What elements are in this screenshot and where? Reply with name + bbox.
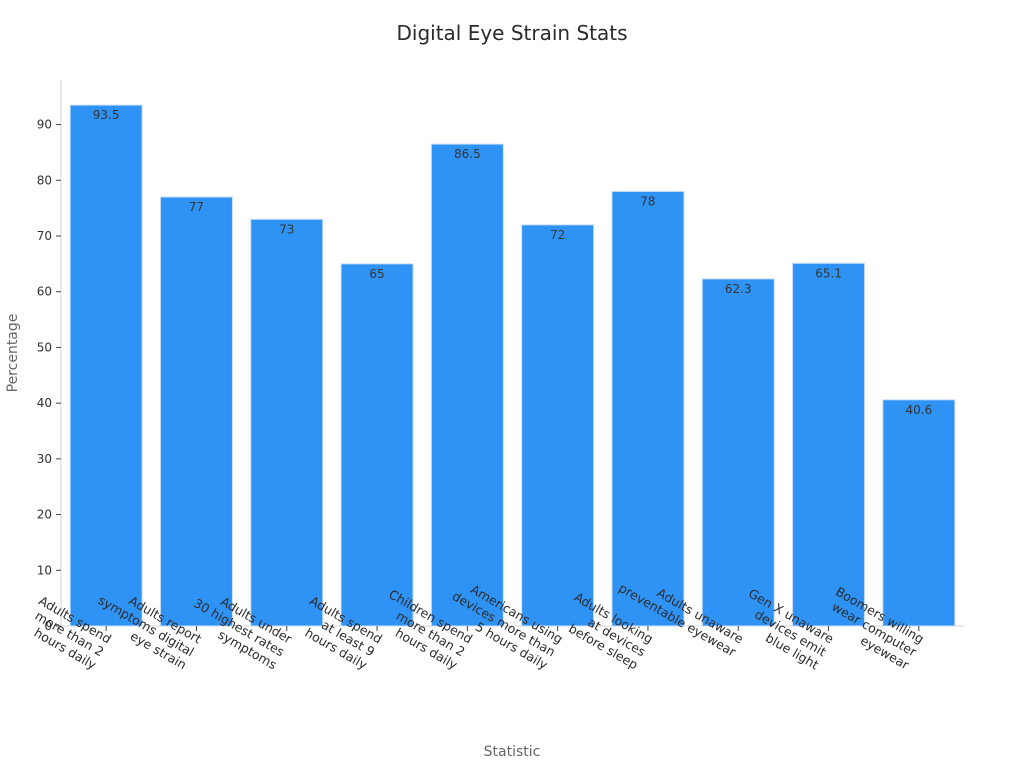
- y-tick-label: 0: [44, 619, 52, 633]
- y-tick-label: 60: [37, 285, 52, 299]
- data-label: 73: [279, 222, 294, 236]
- bar: [701, 278, 775, 627]
- bar: [430, 143, 504, 627]
- data-label: 65: [369, 267, 384, 281]
- bar: [611, 190, 685, 627]
- data-label: 77: [189, 200, 204, 214]
- bar: [159, 196, 233, 627]
- data-label: 40.6: [905, 403, 932, 417]
- data-label: 62.3: [725, 282, 752, 296]
- bar: [792, 262, 866, 627]
- data-label: 65.1: [815, 266, 842, 280]
- bar: [340, 263, 414, 627]
- bar: [521, 224, 595, 627]
- y-tick-label: 70: [37, 229, 52, 243]
- y-tick-label: 90: [37, 118, 52, 132]
- y-tick-label: 30: [37, 452, 52, 466]
- y-tick-label: 20: [37, 508, 52, 522]
- y-tick-label: 10: [37, 563, 52, 577]
- y-axis-title: Percentage: [5, 314, 21, 393]
- data-label: 78: [640, 194, 655, 208]
- y-tick-label: 50: [37, 340, 52, 354]
- data-label: 93.5: [93, 108, 120, 122]
- x-axis-title: Statistic: [484, 744, 541, 760]
- y-tick-label: 40: [37, 396, 52, 410]
- bar: [250, 218, 324, 627]
- bar: [69, 104, 143, 627]
- y-tick-label: 80: [37, 173, 52, 187]
- chart-title: Digital Eye Strain Stats: [396, 21, 627, 45]
- bar: [882, 399, 956, 627]
- data-label: 72: [550, 228, 565, 242]
- data-label: 86.5: [454, 147, 481, 161]
